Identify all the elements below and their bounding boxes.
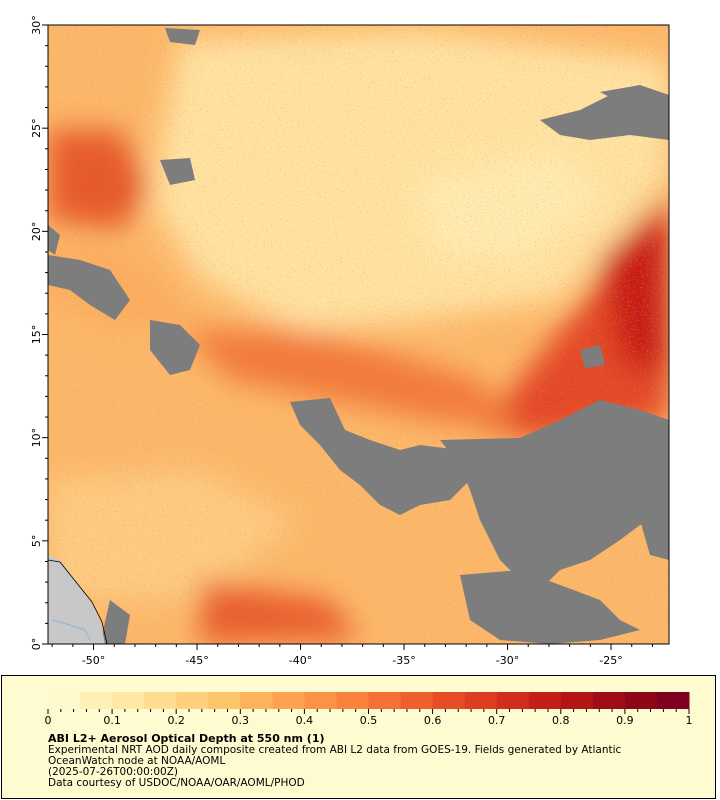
legend-description-line2: OceanWatch node at NOAA/AOML bbox=[48, 755, 226, 767]
lat-label: 25° bbox=[30, 118, 43, 138]
map-panel: 0° 5° 10° 15° 20° 25° 30° -50° -45° -40° -35° -30° -… bbox=[30, 15, 670, 665]
aod-field bbox=[48, 25, 669, 644]
lat-label: 5° bbox=[30, 535, 43, 548]
no-data-areas bbox=[48, 28, 669, 644]
lat-label: 0° bbox=[30, 638, 43, 651]
legend-timestamp: (2025-07-26T00:00:00Z) bbox=[48, 766, 178, 778]
land-mass bbox=[48, 555, 108, 644]
lon-label: -25° bbox=[599, 654, 622, 665]
lon-label: -40° bbox=[289, 654, 312, 665]
legend-description-line1: Experimental NRT AOD daily composite cre… bbox=[48, 744, 622, 756]
lat-label: 10° bbox=[30, 428, 43, 448]
lat-label: 20° bbox=[30, 222, 43, 242]
lon-label: -50° bbox=[82, 654, 105, 665]
lat-label: 15° bbox=[30, 325, 43, 345]
legend-title: ABI L2+ Aerosol Optical Depth at 550 nm … bbox=[48, 732, 325, 745]
lat-label: 30° bbox=[30, 15, 43, 35]
legend-credit: Data courtesy of USDOC/NOAA/OAR/AOML/PHO… bbox=[48, 777, 305, 789]
lon-label: -35° bbox=[392, 654, 415, 665]
map-axes: 0° 5° 10° 15° 20° 25° 30° -50° -45° -40° -35° -30° -… bbox=[30, 15, 653, 665]
lon-label: -45° bbox=[185, 654, 208, 665]
lon-label: -30° bbox=[496, 654, 519, 665]
